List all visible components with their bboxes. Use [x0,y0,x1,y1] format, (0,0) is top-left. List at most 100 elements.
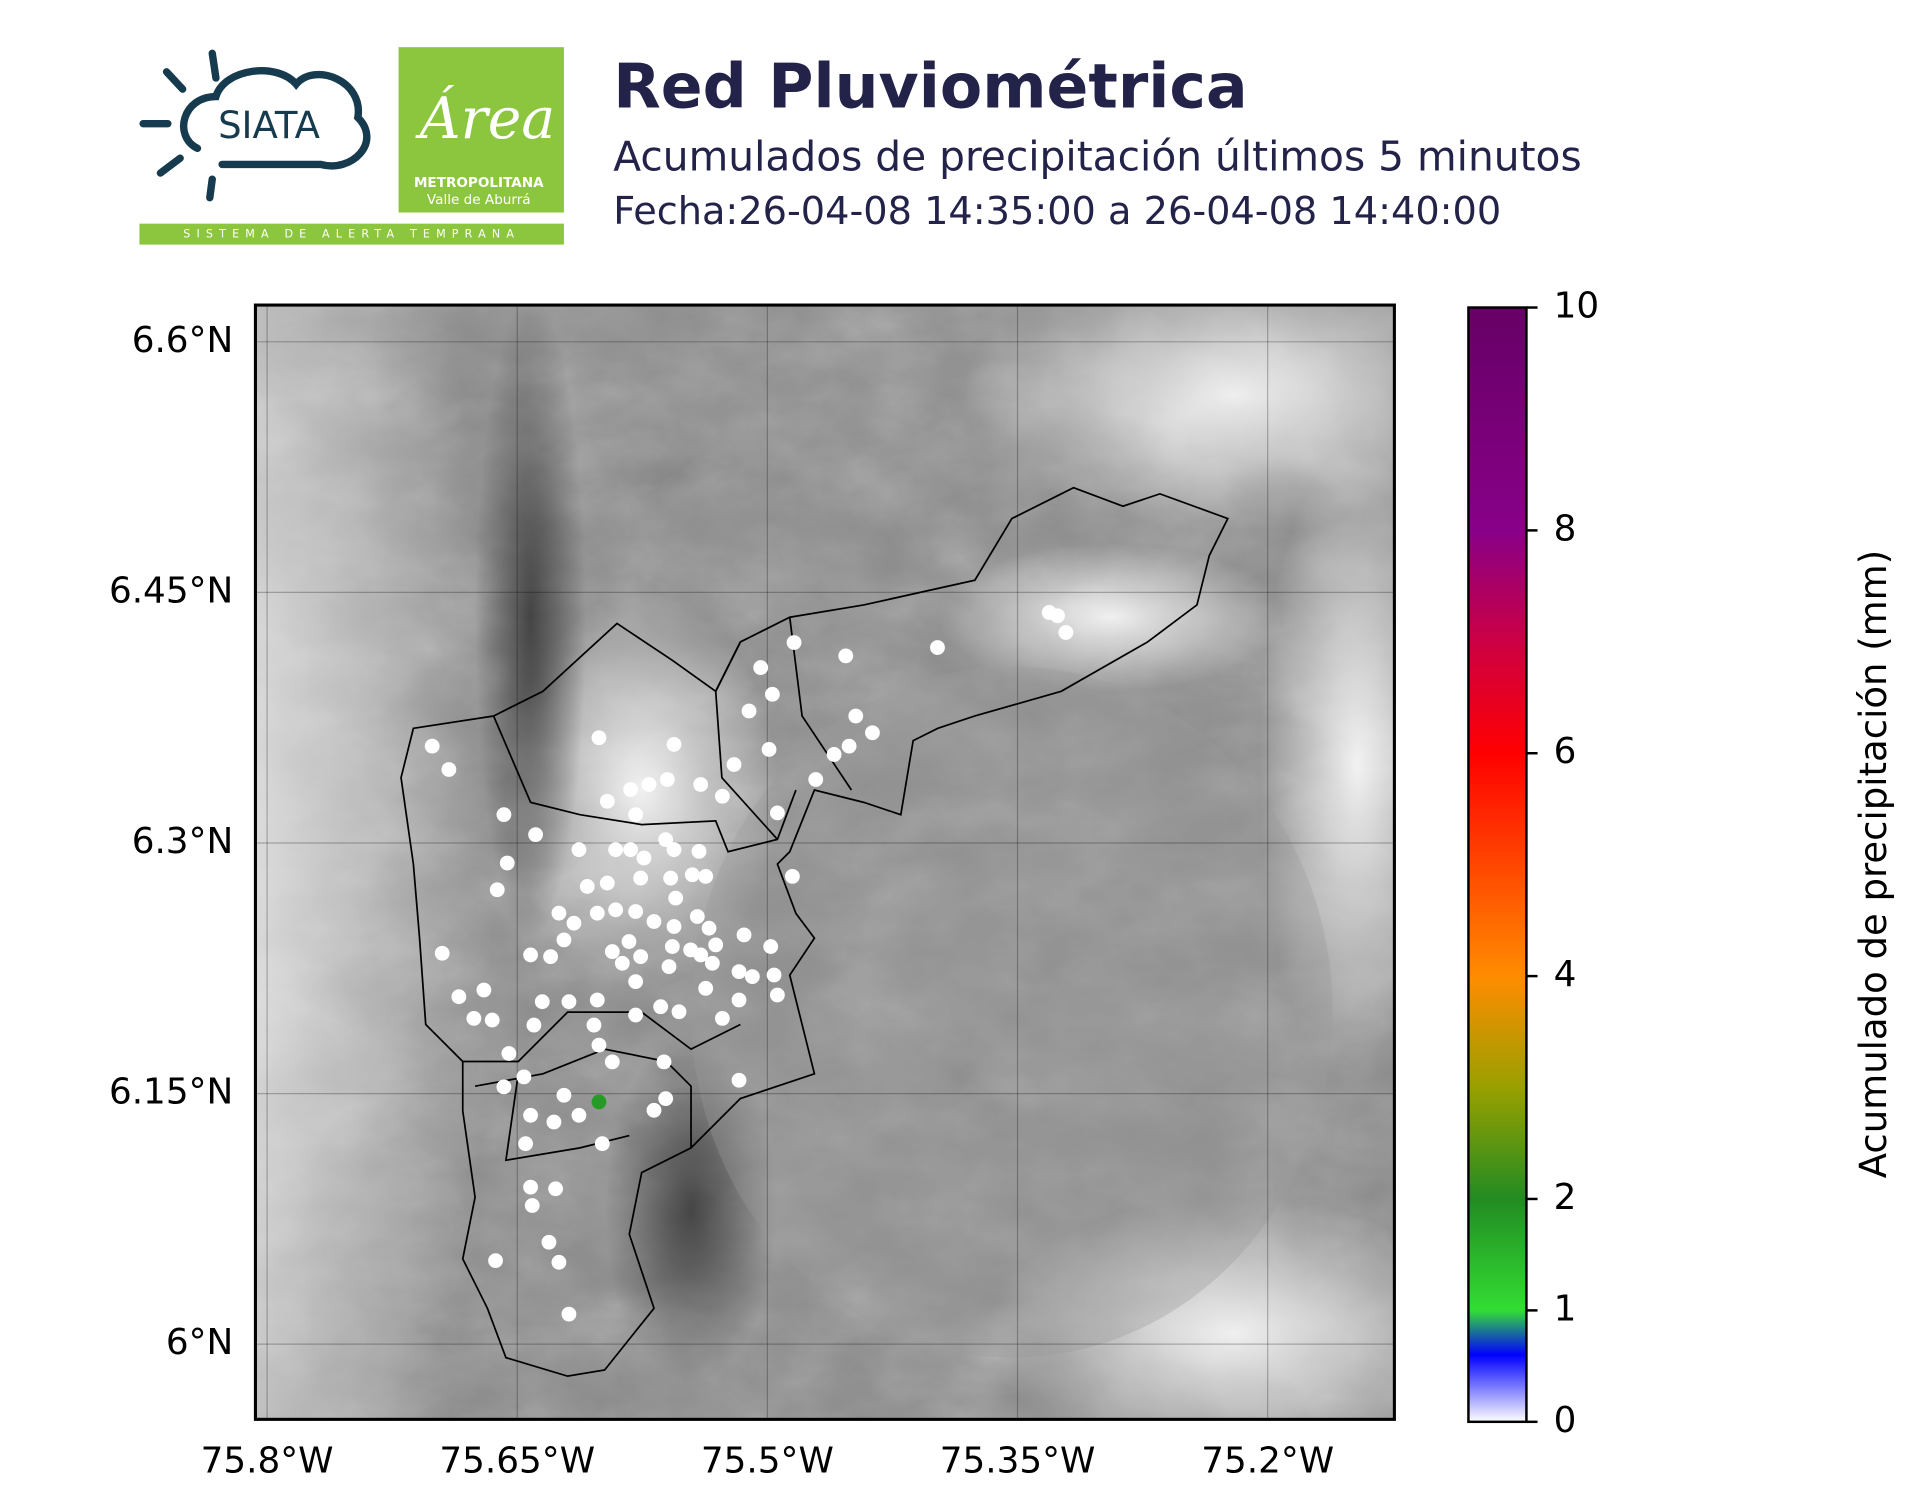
station [501,1046,517,1061]
station [641,777,657,792]
station [838,648,854,664]
station [633,949,649,964]
station [604,944,620,959]
station [1058,625,1074,640]
station [561,994,577,1010]
station [548,1181,564,1197]
station [571,842,587,858]
station [930,640,945,655]
title: Red Pluviométrica [613,50,1247,122]
station [489,882,505,898]
station [496,1079,512,1095]
station [561,1306,577,1322]
station [646,1102,662,1118]
station [628,1007,644,1023]
station [684,867,700,883]
x-tick-label: 75.2°W [1201,1441,1334,1482]
colorbar-label: Acumulado de precipitación (mm) [1852,550,1895,1178]
tagline: SISTEMA DE ALERTA TEMPRANA [183,228,520,241]
station [604,1054,620,1070]
station [786,635,802,650]
station [741,703,757,719]
station [608,902,624,918]
station [731,1072,747,1088]
station [496,807,512,822]
station [698,869,714,884]
station [541,1234,557,1250]
station [666,842,682,858]
colorbar-tick-label: 1 [1554,1288,1577,1329]
station [701,920,717,936]
station [551,905,567,921]
date: Fecha:26-04-08 14:35:00 a 26-04-08 14:40… [613,189,1501,234]
station [761,742,777,757]
boundaries [400,486,1230,1378]
station [784,869,800,884]
area-metro: METROPOLITANA [414,175,544,191]
station [591,730,607,746]
station [668,890,684,906]
station [1050,608,1065,624]
station [523,1179,538,1195]
colorbar-tick-label: 6 [1554,731,1577,772]
siata-text: SIATA [218,104,320,147]
station [656,1054,672,1070]
station [623,842,639,858]
colorbar-tick-label: 0 [1554,1400,1577,1441]
station [499,855,515,871]
station [594,1136,610,1152]
station [451,989,467,1005]
station [599,793,615,809]
station [666,737,682,752]
station [658,832,674,848]
x-tick-label: 75.5°W [701,1441,834,1482]
station [744,969,760,985]
station [528,827,543,843]
station [488,1253,503,1269]
station [633,870,649,886]
station [653,999,669,1015]
station [691,843,707,859]
station [518,1136,533,1152]
tagline-bar [139,223,564,245]
y-tick-label: 6°N [166,1322,233,1363]
y-tick-label: 6.6°N [132,320,234,361]
station [753,660,769,675]
station [865,725,880,741]
area-text: Área [415,86,556,152]
x-tick-label: 75.65°W [439,1441,595,1482]
station [591,1094,607,1110]
station [566,915,582,931]
station [571,1107,587,1123]
station [579,879,595,894]
station [628,807,644,822]
station [476,982,492,998]
station [658,1091,674,1106]
map-frame [253,303,1396,1421]
siata-logo [139,49,371,202]
station [698,980,714,996]
station [664,939,680,954]
station [524,1198,540,1213]
station [714,788,730,804]
station [704,955,720,971]
station [714,1011,730,1026]
station [526,1017,542,1033]
y-tick-label: 6.45°N [109,570,233,611]
station [708,937,724,953]
colorbar-tick-label: 2 [1554,1177,1577,1218]
station [663,870,679,886]
station [666,919,682,934]
station [441,762,457,777]
station [586,1017,602,1033]
station [614,955,630,971]
station [623,782,639,797]
station [621,934,637,949]
y-tick-label: 6.3°N [132,821,234,862]
station [523,947,538,963]
station [659,772,675,787]
station [646,914,662,929]
station [731,964,747,980]
colorbar-tick-label: 4 [1554,954,1577,995]
